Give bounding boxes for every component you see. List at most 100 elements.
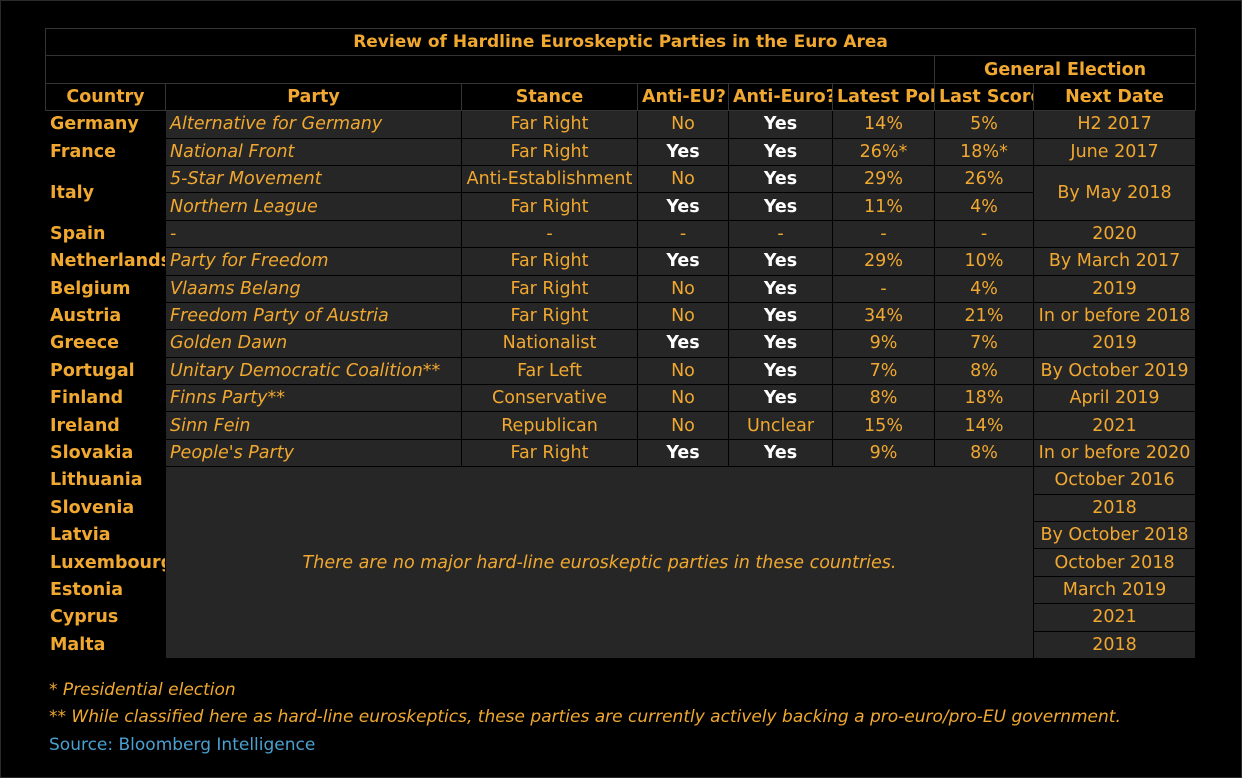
table-row: Belgium Vlaams Belang Far Right No Yes -4% 201… [45,274,1197,303]
country-cell: Luxembourg [45,548,166,577]
latest-poll-cell: 29% [832,247,935,276]
anti-euro-cell: Yes [728,137,833,166]
anti-eu-cell: No [637,384,729,413]
country-cell: Cyprus [45,603,166,632]
next-date-cell: 2020 [1032,219,1197,249]
header-spacer [45,55,935,84]
next-date-cell: 2019 [1032,329,1197,358]
stance-cell: Far Right [461,274,638,303]
table-row: Lithuania There are no major hard-line eu… [45,466,1197,659]
next-date-cell: By October 2018 [1032,521,1197,550]
header-latest-poll: Latest Poll [832,82,935,112]
stance-cell: Far Right [461,110,638,139]
anti-eu-cell: No [637,356,729,386]
anti-euro-cell: Unclear [728,411,833,440]
next-date-cell: 2019 [1032,274,1197,303]
header-anti-euro: Anti-Euro? [728,82,833,112]
country-cell: Germany [45,110,166,139]
last-score-cell: 7% [934,329,1034,358]
country-cell: France [45,137,166,166]
country-cell: Malta [45,630,166,659]
party-cell: Party for Freedom [165,247,462,276]
anti-eu-cell: No [637,411,729,440]
country-cell: Slovakia [45,438,166,468]
euroskeptic-parties-table: Review of Hardline Euroskeptic Parties i… [44,27,1197,659]
country-cell: Estonia [45,575,166,605]
anti-eu-cell: Yes [637,137,729,166]
footnote-presidential: * Presidential election [49,680,236,700]
next-date-cell: March 2019 [1032,575,1197,605]
last-score-cell: - [934,219,1034,249]
latest-poll-cell: - [832,274,935,303]
table-row: Luxembourg October 2018 [45,548,1197,577]
party-cell: People's Party [165,438,462,468]
anti-euro-cell: Yes [728,356,833,386]
table-row: Germany Alternative for Germany Far Right N… [45,110,1197,139]
party-cell: National Front [165,137,462,166]
country-cell: Netherlands [45,247,166,276]
stance-cell: Far Right [461,301,638,331]
stance-cell: Republican [461,411,638,440]
header-last-score: Last Score [934,82,1034,112]
latest-poll-cell: 11% [832,192,935,221]
last-score-cell: 18%* [934,137,1034,166]
next-date-cell: 2021 [1032,603,1197,632]
party-cell: 5-Star Movement [165,164,462,194]
latest-poll-cell: 26%* [832,137,935,166]
country-cell: Portugal [45,356,166,386]
party-cell: Golden Dawn [165,329,462,358]
country-cell: Finland [45,384,166,413]
table-body: Germany Alternative for Germany Far Right N… [45,110,1197,659]
latest-poll-cell: 15% [832,411,935,440]
country-cell: Latvia [45,521,166,550]
table-row: Malta 2018 [45,630,1197,659]
header-party: Party [165,82,462,112]
next-date-cell: By October 2019 [1032,356,1197,386]
country-cell: Austria [45,301,166,331]
country-cell: Lithuania [45,466,166,495]
next-date-cell: By March 2017 [1032,247,1197,276]
last-score-cell: 10% [934,247,1034,276]
table-row: Portugal Unitary Democratic Coalition** Fa… [45,356,1197,386]
table-row: Finland Finns Party** Conservative No Yes 8% 1… [45,384,1197,413]
anti-eu-cell: No [637,164,729,194]
table-row: France National Front Far Right Yes Yes 26%* 1… [45,137,1197,166]
stance-cell: Anti-Establishment [461,164,638,194]
anti-eu-cell: Yes [637,247,729,276]
last-score-cell: 4% [934,274,1034,303]
last-score-cell: 4% [934,192,1034,221]
table-row: Northern League Far Right Yes Yes 11% 4% [46,192,1196,221]
no-major-parties-note: There are no major hard-line euroskeptic… [165,466,1034,659]
latest-poll-cell: 9% [832,329,935,358]
anti-euro-cell: Yes [728,301,833,331]
table-row: Greece Golden Dawn Nationalist Yes Yes 9% 7% 20… [45,329,1197,358]
anti-euro-cell: Yes [728,438,833,468]
stance-cell: Nationalist [461,329,638,358]
table-row: Austria Freedom Party of Austria Far Right… [45,301,1197,331]
anti-eu-cell: Yes [637,192,729,221]
stance-cell: Conservative [461,384,638,413]
country-cell: Spain [45,219,166,249]
table-row: Spain - - - - - -2020 [45,219,1197,249]
country-cell: Italy [45,164,166,221]
table-row: Italy 5-Star Movement Anti-Establishment No… [45,164,1197,221]
next-date-cell: October 2016 [1032,466,1197,495]
next-date-cell: 2021 [1032,411,1197,440]
anti-eu-cell: No [637,110,729,139]
next-date-cell: October 2018 [1032,548,1197,577]
last-score-cell: 26% [934,164,1034,194]
last-score-cell: 8% [934,438,1034,468]
stance-cell: Far Right [461,192,638,221]
footnote-backing: ** While classified here as hard-line eu… [49,707,1121,727]
last-score-cell: 5% [934,110,1034,139]
last-score-cell: 21% [934,301,1034,331]
party-cell: Alternative for Germany [165,110,462,139]
latest-poll-cell: 14% [832,110,935,139]
country-cell: Slovenia [45,493,166,523]
anti-euro-cell: Yes [728,247,833,276]
anti-eu-cell: - [637,219,729,249]
party-cell: Finns Party** [165,384,462,413]
header-country: Country [45,82,166,112]
table-row: Slovakia People's Party Far Right Yes Yes 9% 8… [45,438,1197,468]
latest-poll-cell: 29% [832,164,935,194]
